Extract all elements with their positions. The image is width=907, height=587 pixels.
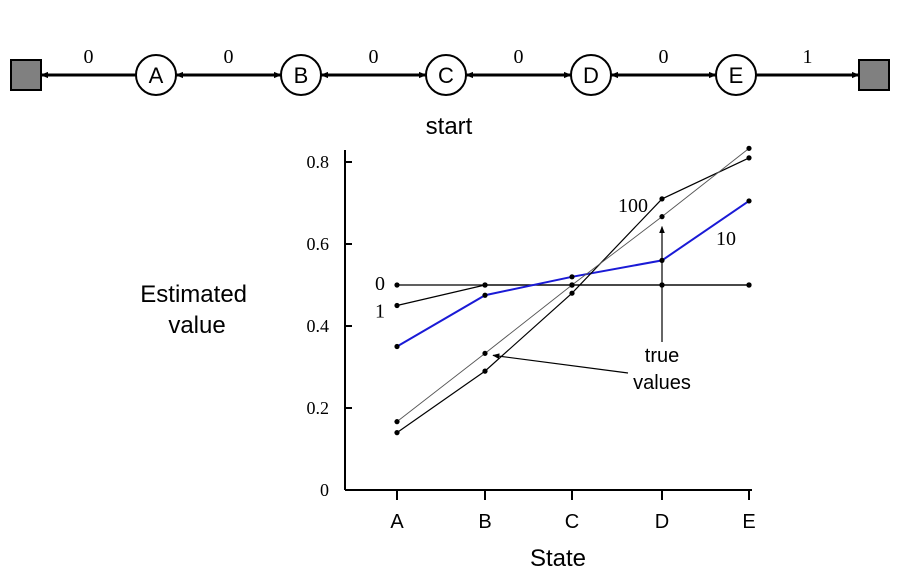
x-axis-label: State <box>530 545 586 572</box>
data-point <box>394 430 400 436</box>
x-tick-label: E <box>742 511 755 533</box>
state-label: B <box>294 63 309 88</box>
series-line-10 <box>396 200 750 348</box>
series-label: 1 <box>375 301 385 323</box>
data-point <box>394 302 400 309</box>
series-label: 100 <box>618 195 648 217</box>
data-point <box>569 274 575 280</box>
state-node-e <box>715 54 757 96</box>
data-point <box>394 419 400 425</box>
y-axis-label: Estimated value <box>140 281 253 339</box>
state-node-a <box>135 54 177 96</box>
data-point <box>482 368 488 374</box>
state-label: C <box>438 63 454 88</box>
data-point <box>482 350 488 356</box>
edge-reward-label: 0 <box>84 46 94 68</box>
y-tick-label: 0.2 <box>307 398 330 418</box>
edge-reward-label: 0 <box>224 46 234 68</box>
state-node-b <box>280 54 322 96</box>
data-point <box>394 343 400 350</box>
data-point <box>746 155 752 161</box>
state-label: D <box>583 63 599 88</box>
state-label: E <box>729 63 744 88</box>
y-tick-label: 0.6 <box>307 234 330 254</box>
state-label: A <box>149 63 164 88</box>
edge-reward-label: 0 <box>514 46 524 68</box>
series-label: 0 <box>375 273 385 295</box>
data-point <box>569 282 575 288</box>
edge-reward-label: 0 <box>659 46 669 68</box>
data-point <box>569 290 575 296</box>
random-walk-diagram: 0 0 0 0 0 1 A B C D E <box>10 46 890 96</box>
data-point <box>746 282 752 288</box>
data-point <box>394 282 400 288</box>
edge-reward-label: 1 <box>803 46 813 68</box>
x-tick-label: D <box>655 511 669 533</box>
data-point <box>746 145 752 151</box>
x-tick-label: B <box>478 511 491 533</box>
y-tick-label: 0 <box>320 480 329 500</box>
chart: 0 0.2 0.4 0.6 0.8 A B C D E 0 1 10 100 true values <box>307 145 756 533</box>
terminal-right <box>858 59 890 91</box>
series-label: 10 <box>716 228 736 250</box>
state-node-c <box>425 54 467 96</box>
edge-reward-label: 0 <box>369 46 379 68</box>
start-label: start <box>426 113 473 140</box>
x-tick-label: C <box>565 511 579 533</box>
y-tick-label: 0.8 <box>307 152 330 172</box>
data-point <box>659 214 665 220</box>
data-point <box>659 196 665 202</box>
data-point <box>482 282 488 288</box>
data-point <box>746 198 752 204</box>
terminal-left <box>10 59 42 91</box>
y-tick-label: 0.4 <box>307 316 330 336</box>
true-values-annotation: true values <box>633 345 691 394</box>
x-tick-label: A <box>390 511 404 533</box>
state-node-d <box>570 54 612 96</box>
annotation-arrow-b <box>492 353 629 374</box>
data-point <box>482 292 488 298</box>
